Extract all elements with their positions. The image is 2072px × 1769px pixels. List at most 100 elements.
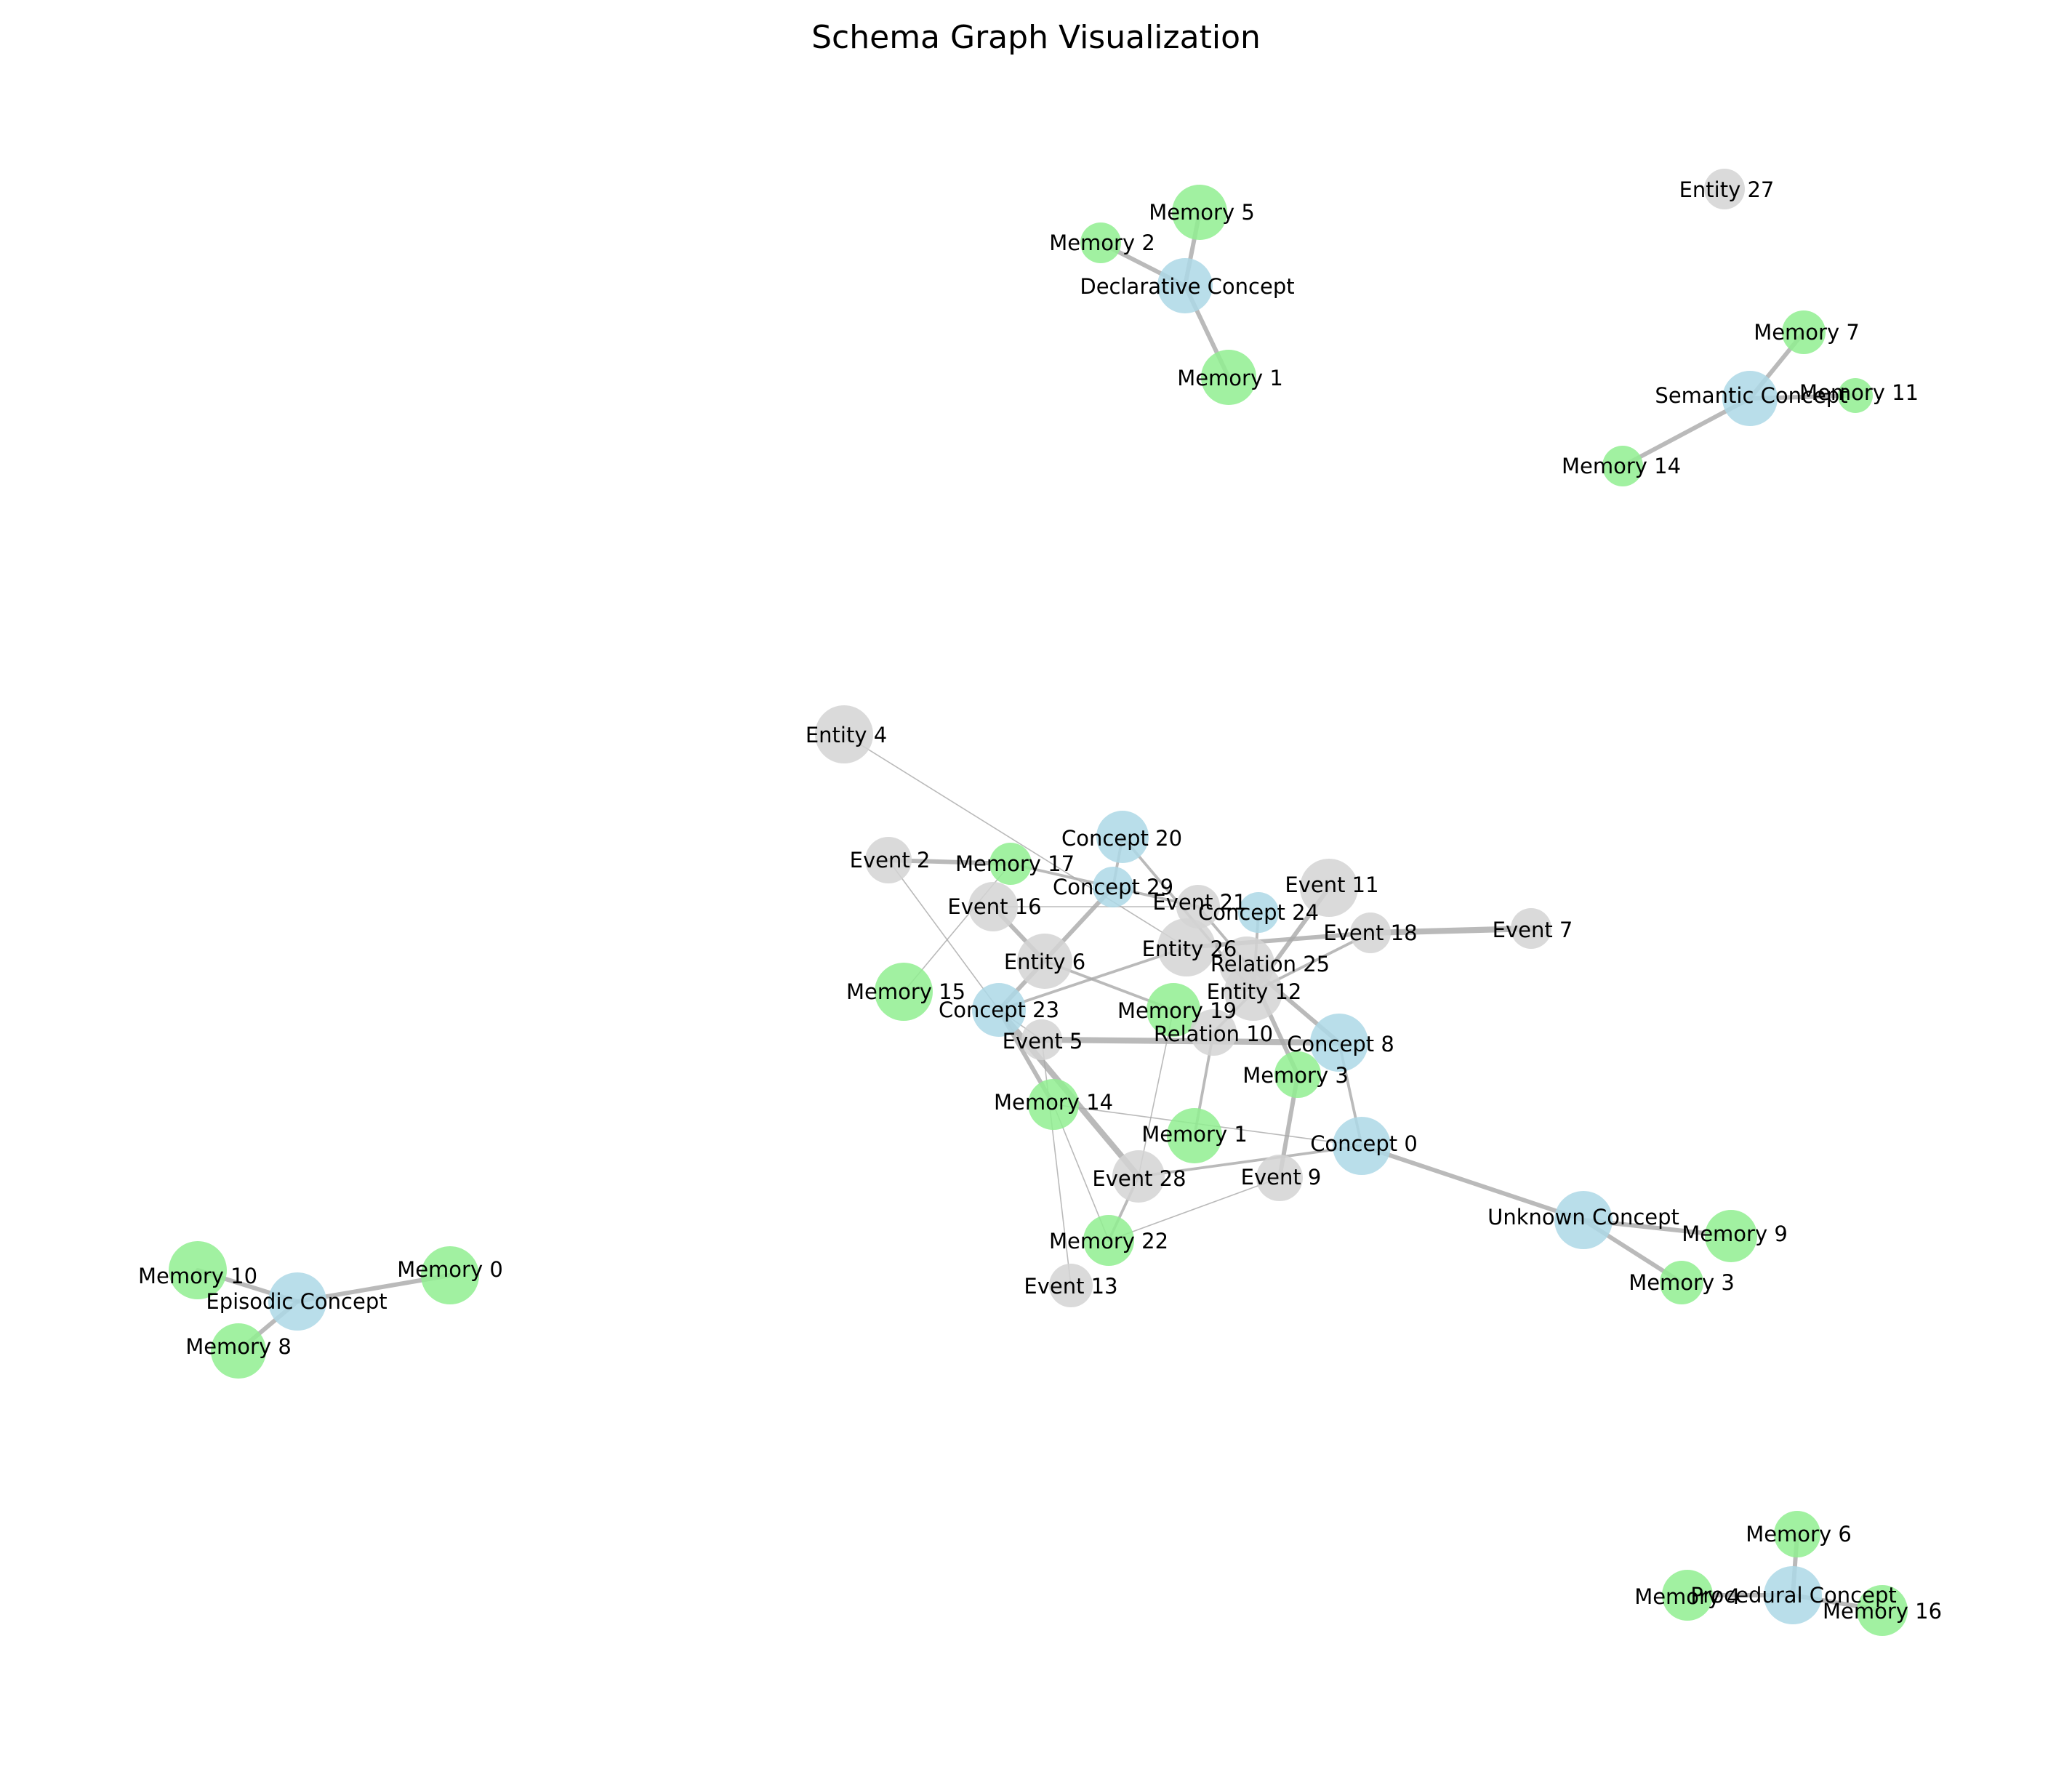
graph-node-other xyxy=(865,837,912,883)
graph-node-memory xyxy=(1662,1570,1713,1621)
node-label: Memory 22 xyxy=(1049,1229,1168,1253)
graph-node-memory xyxy=(1660,1261,1703,1304)
node-label: Episodic Concept xyxy=(206,1289,387,1314)
graph-edge xyxy=(1138,1009,1174,1177)
node-label: Declarative Concept xyxy=(1080,274,1294,299)
graph-node-concept xyxy=(1157,258,1213,313)
node-label: Concept 8 xyxy=(1287,1032,1394,1056)
node-label: Entity 12 xyxy=(1207,979,1302,1004)
graph-edge xyxy=(1137,1144,1363,1178)
graph-node-memory xyxy=(989,843,1032,885)
node-label: Memory 17 xyxy=(955,851,1075,876)
graph-edge xyxy=(843,734,1187,948)
node-label: Memory 14 xyxy=(1562,454,1681,478)
node-label: Event 16 xyxy=(947,894,1041,919)
graph-node-concept xyxy=(1310,1014,1368,1072)
graph-node-memory xyxy=(1080,222,1121,263)
graph-node-concept xyxy=(268,1272,326,1331)
node-label: Semantic Concept xyxy=(1655,383,1847,408)
node-label: Event 2 xyxy=(850,848,931,873)
node-label: Memory 3 xyxy=(1629,1270,1735,1295)
graph-node-memory xyxy=(1774,1511,1820,1557)
node-label: Event 18 xyxy=(1323,920,1417,945)
chart-title: Schema Graph Visualization xyxy=(811,19,1261,56)
graph-edge xyxy=(997,946,1188,1011)
graph-edge xyxy=(1360,1144,1586,1222)
node-label: Memory 5 xyxy=(1149,200,1255,225)
node-label: Entity 27 xyxy=(1679,177,1775,202)
node-label: Event 21 xyxy=(1152,890,1246,915)
graph-node-concept xyxy=(1093,867,1133,907)
graph-node-memory xyxy=(1782,310,1826,354)
graph-node-memory xyxy=(875,963,933,1021)
graph-node-other xyxy=(1350,912,1391,953)
graph-node-memory xyxy=(1167,1108,1222,1163)
node-label: Event 28 xyxy=(1092,1166,1186,1191)
node-label: Entity 26 xyxy=(1142,936,1237,961)
node-label: Event 7 xyxy=(1493,918,1573,942)
graph-node-other xyxy=(1300,859,1358,917)
graph-node-memory xyxy=(1602,446,1643,486)
graph-node-other xyxy=(1112,1150,1165,1203)
node-label: Memory 11 xyxy=(1799,380,1919,405)
graph-node-concept xyxy=(1722,371,1778,426)
node-label: Concept 23 xyxy=(939,998,1059,1022)
node-label: Memory 15 xyxy=(846,979,965,1004)
graph-node-other xyxy=(1704,169,1745,209)
graph-node-memory xyxy=(1147,983,1200,1037)
node-label: Memory 9 xyxy=(1682,1222,1788,1246)
graph-node-other xyxy=(1017,934,1072,989)
graph-edge xyxy=(888,859,1000,1011)
graph-node-memory xyxy=(1028,1079,1079,1130)
graph-node-concept xyxy=(1096,811,1149,863)
graph-node-other xyxy=(815,705,873,763)
graph-node-concept xyxy=(972,983,1026,1037)
graph-node-other xyxy=(1190,1009,1237,1056)
graph-node-memory xyxy=(1201,350,1256,405)
node-label: Memory 19 xyxy=(1117,998,1237,1023)
node-label: Memory 10 xyxy=(138,1264,257,1288)
graph-node-memory xyxy=(1172,185,1227,240)
node-label: Concept 20 xyxy=(1061,826,1182,851)
node-label: Memory 1 xyxy=(1177,366,1283,390)
graph-node-concept xyxy=(1238,892,1279,933)
node-label: Concept 0 xyxy=(1310,1131,1418,1156)
node-label: Memory 6 xyxy=(1746,1522,1852,1547)
node-label: Memory 0 xyxy=(397,1257,503,1282)
node-label: Memory 3 xyxy=(1242,1063,1349,1088)
graph-node-memory xyxy=(421,1246,479,1304)
graph-edge xyxy=(1184,931,1373,950)
labels-layer: Memory 5 Memory 2 Declarative Concept Memor… xyxy=(138,177,1942,1624)
node-label: Memory 2 xyxy=(1049,230,1155,255)
graph-node-other xyxy=(968,882,1018,931)
graph-node-concept xyxy=(1554,1191,1613,1249)
node-label: Unknown Concept xyxy=(1487,1205,1679,1230)
nodes-layer xyxy=(169,169,1908,1636)
node-label: Memory 1 xyxy=(1141,1122,1248,1147)
node-label: Concept 29 xyxy=(1053,875,1173,899)
node-label: Relation 10 xyxy=(1154,1022,1273,1046)
node-label: Event 11 xyxy=(1285,873,1378,897)
node-label: Entity 4 xyxy=(806,723,887,747)
graph-node-memory xyxy=(1705,1210,1757,1262)
node-label: Relation 25 xyxy=(1210,952,1330,976)
graph-node-memory xyxy=(1857,1585,1908,1636)
graph-node-memory xyxy=(1274,1051,1321,1098)
node-label: Concept 24 xyxy=(1198,900,1319,925)
graph-node-memory xyxy=(1838,378,1873,413)
graph-edge xyxy=(1038,1036,1343,1046)
graph-node-other xyxy=(1511,908,1551,949)
node-label: Memory 4 xyxy=(1634,1584,1740,1609)
node-label: Memory 7 xyxy=(1754,320,1860,345)
node-label: Procedural Concept xyxy=(1690,1583,1897,1608)
graph-node-memory xyxy=(1083,1215,1134,1266)
graph-node-concept xyxy=(1764,1566,1822,1624)
graph-node-concept xyxy=(1333,1117,1391,1175)
node-label: Entity 6 xyxy=(1004,950,1085,974)
graph-node-other xyxy=(1021,1019,1062,1060)
node-label: Event 13 xyxy=(1024,1274,1117,1299)
node-label: Memory 14 xyxy=(994,1090,1113,1115)
graph-node-other xyxy=(1049,1264,1093,1307)
graph-node-memory xyxy=(211,1323,266,1379)
